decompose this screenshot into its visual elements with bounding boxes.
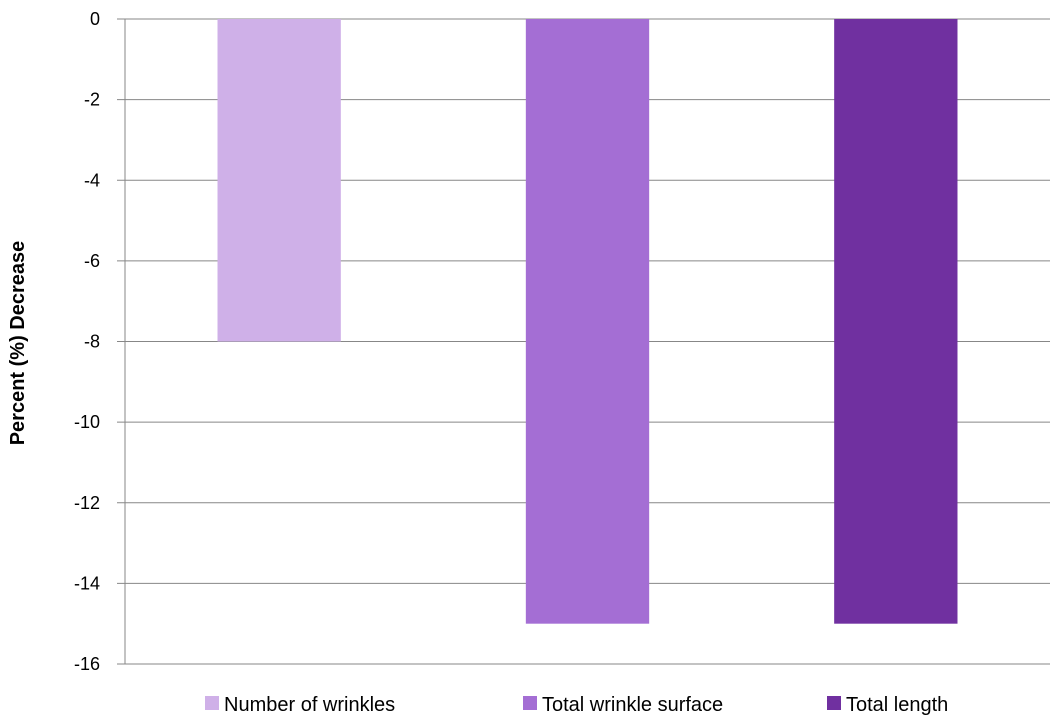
- y-axis-label: Percent (%) Decrease: [7, 241, 29, 446]
- legend-label: Total length: [846, 694, 948, 716]
- y-tick-label: -8: [84, 332, 100, 352]
- legend: Number of wrinkles Total wrinkle surface T…: [205, 694, 948, 716]
- legend-label: Number of wrinkles: [224, 694, 395, 716]
- y-tick-label: -10: [74, 412, 100, 432]
- y-tick-labels: 0 -2 -4 -6 -8 -10 -12 -14 -16: [74, 9, 100, 674]
- legend-swatch: [523, 696, 537, 710]
- legend-label: Total wrinkle surface: [542, 694, 723, 716]
- y-tick-label: -14: [74, 573, 100, 593]
- y-tick-label: -16: [74, 654, 100, 674]
- y-tick-label: -2: [84, 90, 100, 110]
- bars: [217, 19, 958, 624]
- bar-1: [217, 19, 341, 342]
- y-tick-label: -4: [84, 170, 100, 190]
- bar-3: [834, 19, 958, 624]
- legend-swatch: [205, 696, 219, 710]
- bar-2: [525, 19, 650, 624]
- y-tick-label: -6: [84, 251, 100, 271]
- y-tick-label: -12: [74, 493, 100, 513]
- y-tick-label: 0: [90, 9, 100, 29]
- legend-swatch: [827, 696, 841, 710]
